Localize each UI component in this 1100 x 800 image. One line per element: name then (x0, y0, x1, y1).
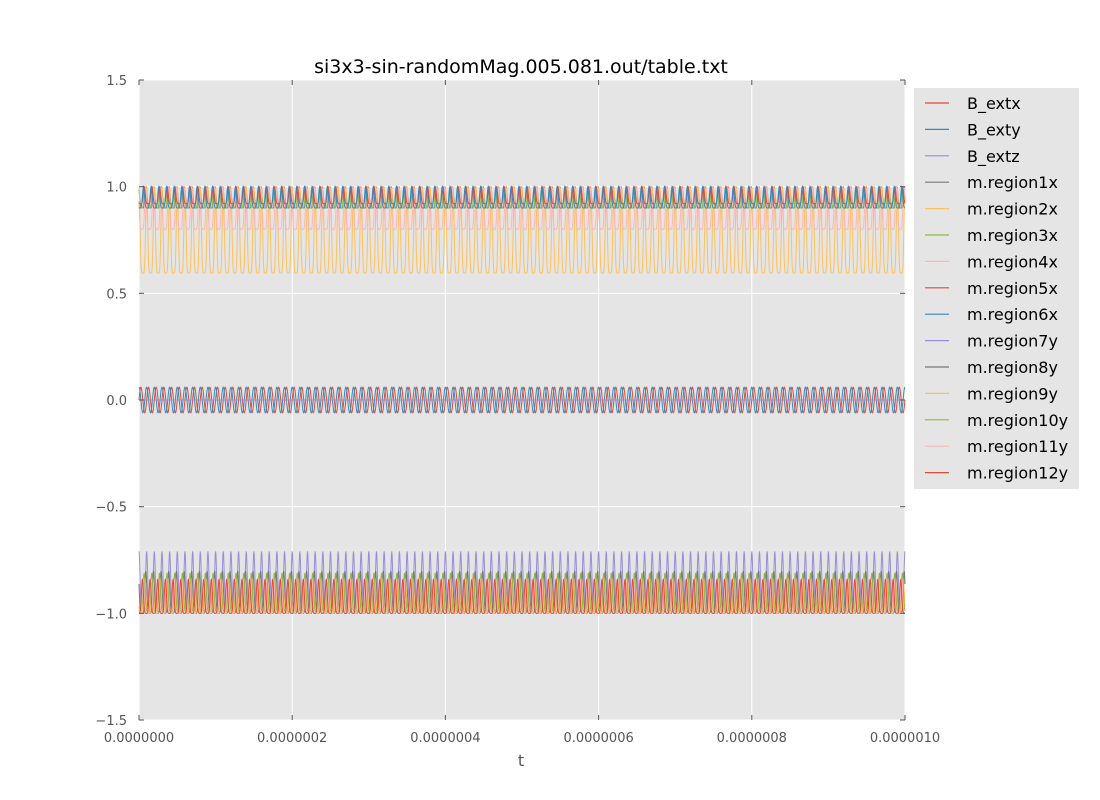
y-tick-label: 1.5 (106, 74, 127, 89)
legend-label: B_exty (967, 120, 1021, 140)
x-tick-label: 0.0000010 (870, 731, 940, 746)
legend-label: m.region11y (967, 437, 1068, 456)
series-line-m.region6x (138, 184, 906, 209)
y-tick-label: −0.5 (95, 501, 127, 516)
legend-label: m.region12y (967, 464, 1068, 483)
y-tick-label: 0.5 (106, 287, 127, 302)
chart-title: si3x3-sin-randomMag.005.081.out/table.tx… (314, 56, 728, 78)
legend-box (914, 88, 1079, 489)
x-axis-label: t (518, 751, 524, 770)
legend-label: m.region8y (967, 358, 1058, 377)
axis-ticks: 0.0000000 0.0000002 0.0000004 0.0000006 0.00… (95, 74, 940, 746)
x-tick-label: 0.0000006 (563, 731, 633, 746)
legend: B_extx B_exty B_extz m.region1x m.region2x m.… (914, 88, 1079, 489)
legend-label: m.region7y (967, 332, 1058, 351)
x-tick-label: 0.0000002 (257, 731, 327, 746)
x-tick-label: 0.0000008 (717, 731, 787, 746)
legend-label: B_extx (967, 94, 1021, 114)
legend-label: m.region6x (967, 305, 1058, 324)
legend-label: m.region4x (967, 252, 1058, 271)
legend-label: m.region3x (967, 226, 1058, 245)
legend-label: m.region2x (967, 200, 1058, 219)
x-tick-label: 0.0000004 (410, 731, 480, 746)
y-tick-label: −1.0 (95, 607, 127, 622)
series-line-B_exty (138, 386, 906, 414)
series-line-m.region2x (138, 187, 906, 274)
legend-label: m.region9y (967, 384, 1058, 403)
y-tick-label: 0.0 (106, 394, 127, 409)
series-lines (138, 184, 906, 614)
legend-label: m.region5x (967, 279, 1058, 298)
y-tick-label: −1.5 (95, 714, 127, 729)
legend-label: m.region10y (967, 411, 1068, 430)
y-tick-label: 1.0 (106, 181, 127, 196)
legend-label: B_extz (967, 147, 1020, 167)
series-line-m.region12y (138, 578, 905, 614)
x-tick-label: 0.0000000 (104, 731, 174, 746)
legend-label: m.region1x (967, 173, 1058, 192)
